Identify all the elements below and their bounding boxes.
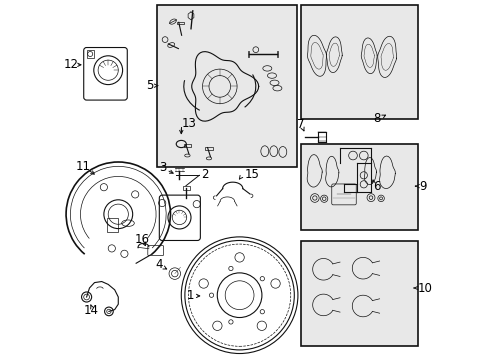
Bar (277, 51, 278, 57)
Bar (205, 147, 213, 150)
Text: 2: 2 (201, 168, 209, 181)
Text: 7: 7 (297, 118, 305, 131)
Text: 16: 16 (134, 233, 149, 246)
Text: 15: 15 (245, 168, 259, 181)
Bar (301, 144, 418, 230)
Bar (87, 50, 94, 58)
Bar (301, 5, 418, 119)
Text: 8: 8 (373, 112, 381, 125)
Bar (183, 186, 190, 190)
Text: 1: 1 (187, 289, 194, 302)
Text: 11: 11 (75, 160, 91, 173)
Text: 4: 4 (155, 258, 163, 271)
Text: 14: 14 (83, 304, 98, 317)
Bar (176, 22, 184, 24)
Bar (248, 51, 249, 57)
Text: 10: 10 (418, 282, 433, 294)
Text: 9: 9 (419, 180, 426, 193)
Text: 3: 3 (159, 161, 167, 174)
Text: 12: 12 (64, 58, 79, 71)
Bar (107, 218, 118, 232)
Bar (157, 5, 297, 167)
Text: 13: 13 (181, 117, 196, 130)
Bar (184, 144, 191, 147)
Bar (301, 241, 418, 346)
Text: 6: 6 (373, 180, 381, 193)
Text: 5: 5 (146, 79, 153, 92)
